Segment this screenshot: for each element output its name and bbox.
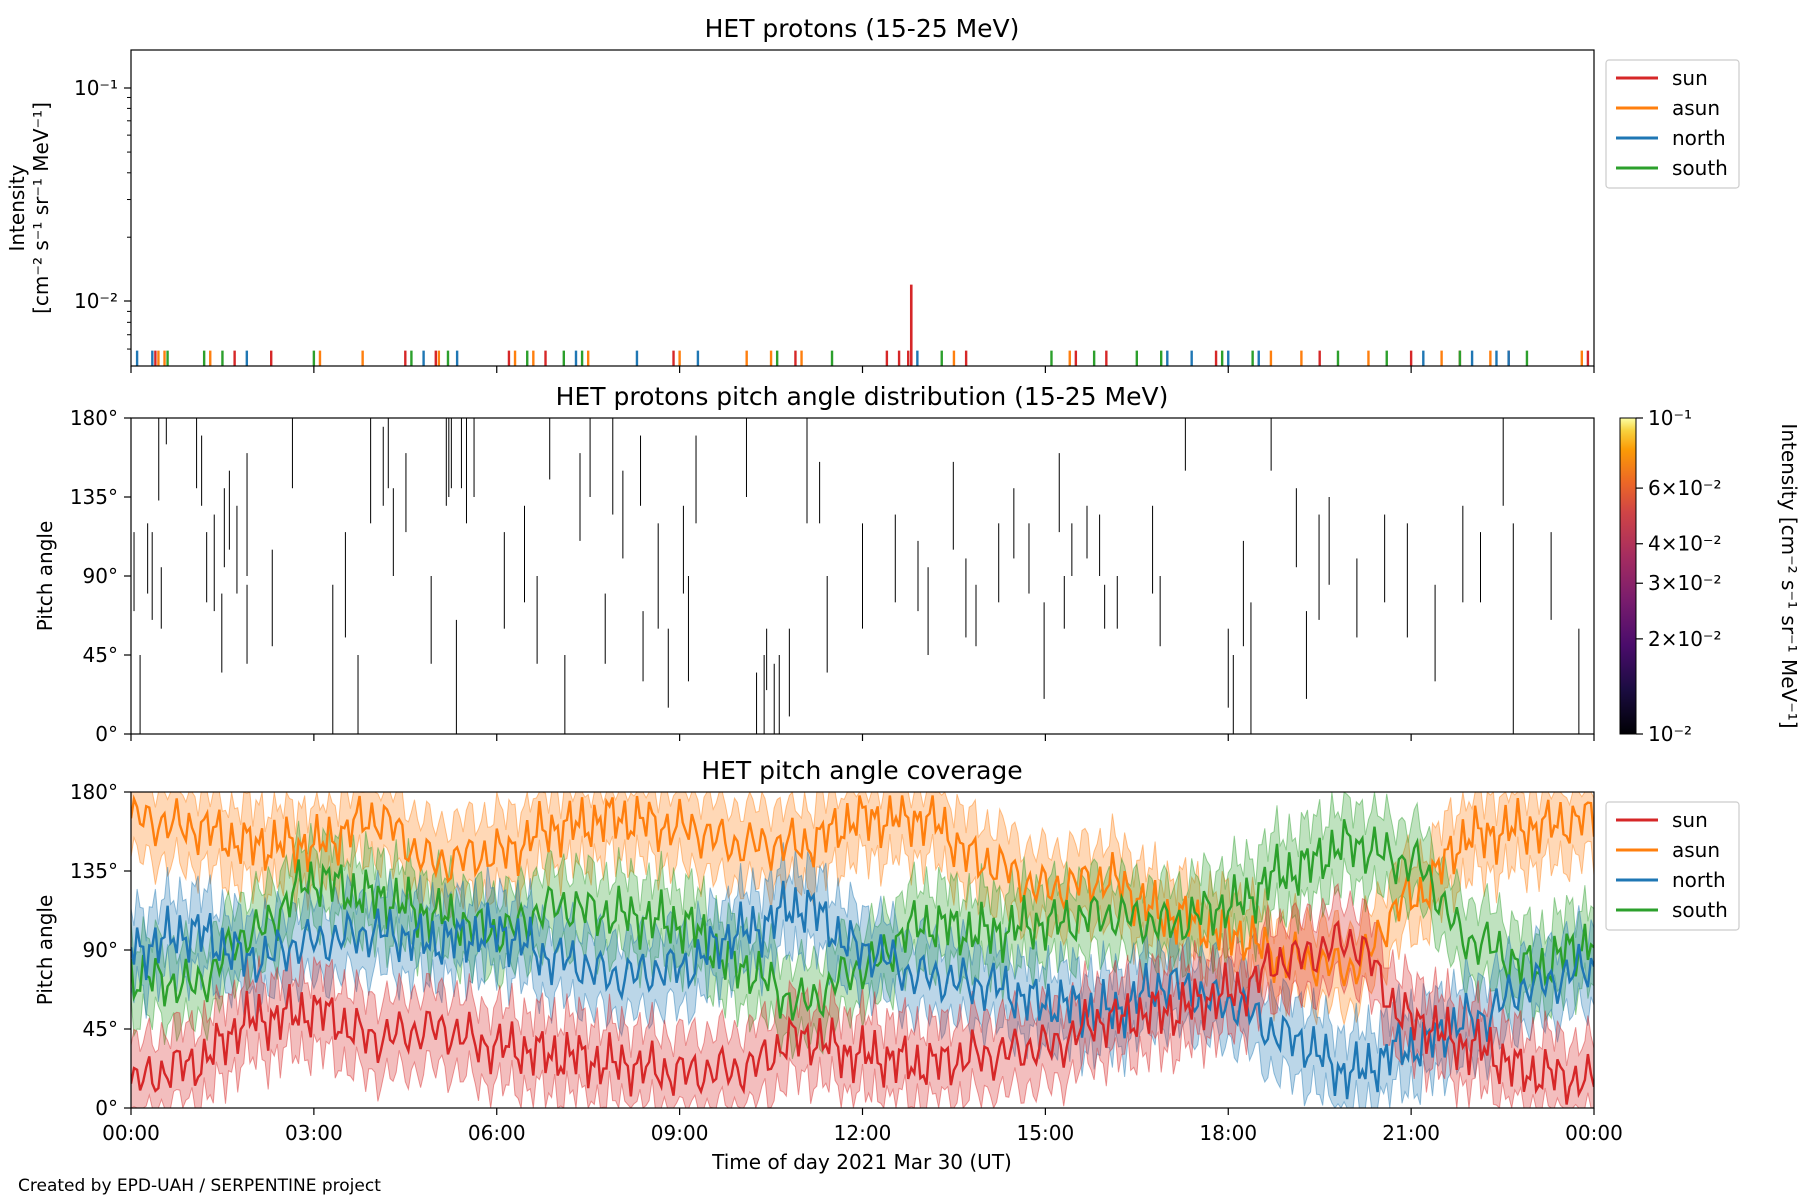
x-tick-label-5: 15:00 [1017, 1121, 1075, 1145]
cb-tick-label-5: 10⁻² [1648, 722, 1692, 746]
coverage-line-south [131, 819, 1594, 1021]
legend3-label-south: south [1672, 898, 1728, 922]
ytick-label-135: 135° [70, 859, 118, 883]
x-axis-label: Time of day 2021 Mar 30 (UT) [711, 1150, 1012, 1174]
pad-marks [133, 418, 1580, 734]
x-tick-labels: 00:00 03:00 06:00 09:00 12:00 15:00 18:00 21:00… [102, 1121, 1623, 1145]
panel1-y-ticks: 10⁻¹ 10⁻² [74, 76, 131, 350]
coverage-line-asun [131, 794, 1594, 987]
ytick-label-180: 180° [70, 406, 118, 430]
colorbar-gradient [1619, 417, 1637, 735]
panel3-x-ticks [130, 1108, 1595, 1115]
x-tick-label-7: 21:00 [1382, 1121, 1440, 1145]
x-tick-label-0: 00:00 [102, 1121, 160, 1145]
p1-ytick-1e-2: 10⁻² [74, 289, 118, 313]
panel3-title: HET pitch angle coverage [701, 756, 1022, 785]
ytick-label-180: 180° [70, 780, 118, 804]
legend1-label-asun: asun [1672, 96, 1720, 120]
cb-tick-label-4: 2×10⁻² [1648, 627, 1722, 651]
cb-tick-label-3: 3×10⁻² [1648, 571, 1722, 595]
x-tick-label-1: 03:00 [285, 1121, 343, 1145]
coverage-panel: HET pitch angle coverage 0° 45° 90° 135° 180… [33, 756, 1740, 1174]
coverage-band-sun [131, 882, 1594, 1108]
legend1-box [1605, 59, 1740, 189]
ytick-label-90: 90° [83, 938, 118, 962]
x-tick-label-4: 12:00 [834, 1121, 892, 1145]
ytick-label-0: 0° [95, 1096, 118, 1120]
x-tick-label-2: 06:00 [468, 1121, 526, 1145]
x-tick-label-8: 00:00 [1565, 1121, 1623, 1145]
ytick-label-0: 0° [95, 722, 118, 746]
panel2-x-ticks [130, 734, 1595, 741]
panel1-legend: sun asun north south [1605, 59, 1740, 189]
legend3-label-sun: sun [1672, 808, 1708, 832]
x-tick-label-6: 18:00 [1199, 1121, 1257, 1145]
colorbar-label: Intensity [cm⁻² s⁻¹ sr⁻¹ MeV⁻¹] [1777, 423, 1800, 728]
colorbar: 10⁻¹ 6×10⁻² 4×10⁻² 3×10⁻² 2×10⁻² 10⁻² Intensi… [1619, 406, 1800, 746]
panel2-y-ticks: 0° 45° 90° 135° 180° [70, 406, 131, 746]
ytick-label-90: 90° [83, 564, 118, 588]
intensity-marks [135, 284, 1590, 366]
panel3-ylabel: Pitch angle [33, 895, 57, 1006]
cb-tick-label-1: 6×10⁻² [1648, 476, 1722, 500]
legend1-label-north: north [1672, 126, 1726, 150]
cb-tick-label-0: 10⁻¹ [1648, 406, 1692, 430]
ytick-label-45: 45° [83, 1017, 118, 1041]
colorbar-ticks: 10⁻¹ 6×10⁻² 4×10⁻² 3×10⁻² 2×10⁻² 10⁻² [1636, 406, 1722, 746]
coverage-band-north [131, 842, 1594, 1108]
panel1-title: HET protons (15-25 MeV) [705, 14, 1020, 43]
coverage-line-sun [131, 919, 1594, 1105]
coverage-marks [131, 792, 1594, 1108]
legend3-label-north: north [1672, 868, 1726, 892]
credit-text: Created by EPD-UAH / SERPENTINE project [18, 1176, 381, 1196]
p1-ytick-1e-1: 10⁻¹ [74, 76, 118, 100]
cb-tick-label-2: 4×10⁻² [1648, 532, 1722, 556]
coverage-band-south [131, 792, 1594, 1060]
panel1-frame [130, 49, 1595, 367]
coverage-line-north [131, 880, 1594, 1100]
coverage-band-asun [131, 792, 1594, 1025]
legend1-label-sun: sun [1672, 66, 1708, 90]
panel1-ylabel-line1: Intensity [5, 164, 29, 251]
legend1-label-south: south [1672, 156, 1728, 180]
panel2-ylabel: Pitch angle [33, 521, 57, 632]
intensity-panel: HET protons (15-25 MeV) 10⁻¹ 10⁻² Intens… [5, 14, 1740, 373]
legend3-label-asun: asun [1672, 838, 1720, 862]
ytick-label-135: 135° [70, 485, 118, 509]
panel3-legend: sun asun north south [1605, 801, 1740, 931]
panel1-ylabel: Intensity [cm⁻² s⁻¹ sr⁻¹ MeV⁻¹] [5, 102, 53, 314]
panel1-ylabel-line2: [cm⁻² s⁻¹ sr⁻¹ MeV⁻¹] [29, 102, 53, 314]
legend3-box [1605, 801, 1740, 931]
panel2-title: HET protons pitch angle distribution (15… [556, 382, 1169, 411]
panel1-x-ticks [130, 366, 1595, 373]
pad-panel: HET protons pitch angle distribution (15… [33, 382, 1800, 746]
ytick-label-45: 45° [83, 643, 118, 667]
panel3-y-ticks: 0° 45° 90° 135° 180° [70, 780, 131, 1120]
x-tick-label-3: 09:00 [651, 1121, 709, 1145]
